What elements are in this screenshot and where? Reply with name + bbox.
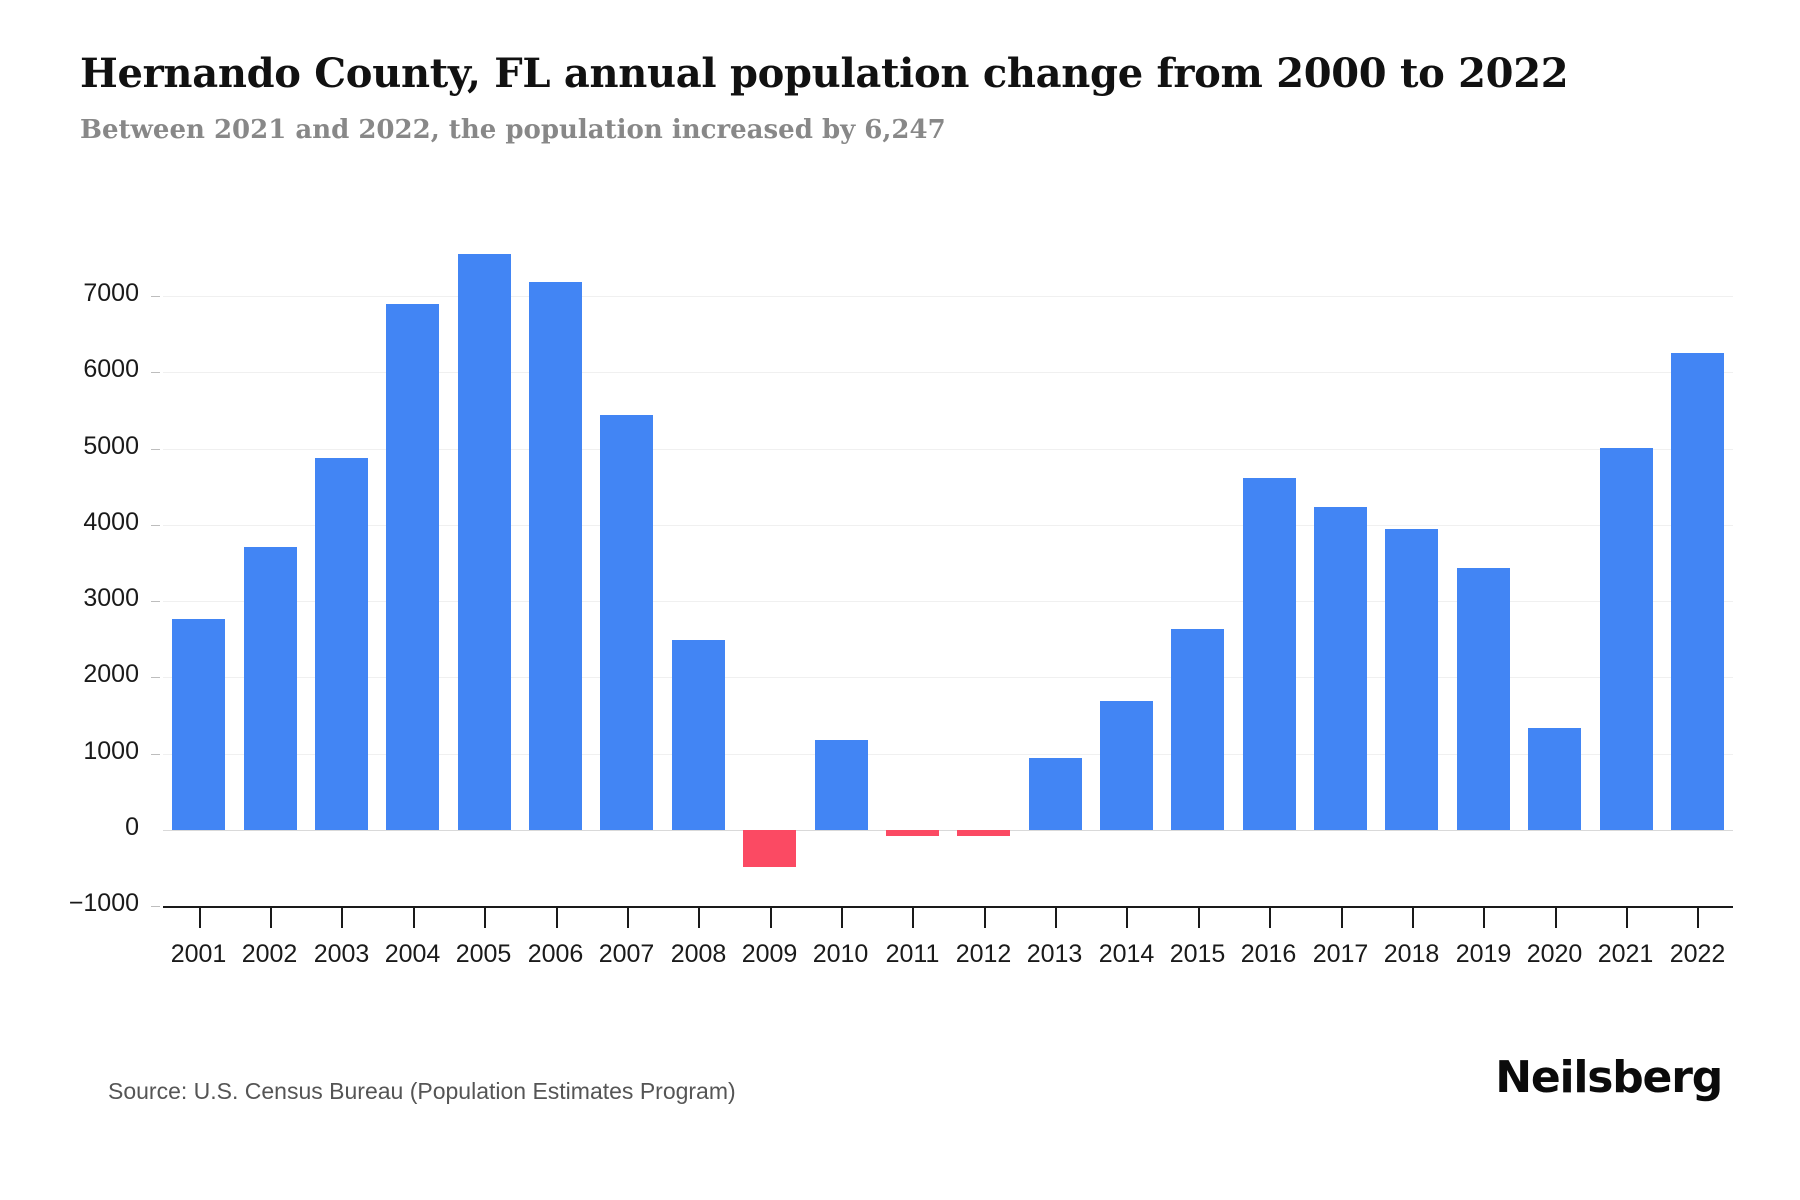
y-axis-tick-label: 3000 <box>83 584 139 613</box>
bar-2002[interactable] <box>244 547 297 830</box>
bar-2001[interactable] <box>172 619 225 830</box>
x-axis-tick <box>627 906 629 928</box>
x-axis-tick-label: 2019 <box>1455 940 1512 968</box>
x-axis-tick <box>1126 906 1128 928</box>
bar-2019[interactable] <box>1457 568 1510 830</box>
y-axis-tick <box>151 754 160 755</box>
x-axis-tick <box>270 906 272 928</box>
x-axis-tick-label: 2010 <box>812 940 869 968</box>
x-axis-tick <box>341 906 343 928</box>
gridline <box>163 677 1733 678</box>
x-axis-tick <box>199 906 201 928</box>
chart-subtitle: Between 2021 and 2022, the population in… <box>80 115 946 146</box>
gridline <box>163 449 1733 450</box>
page-title: Hernando County, FL annual population ch… <box>80 50 1569 97</box>
x-axis-tick-label: 2006 <box>527 940 584 968</box>
x-axis-tick <box>1626 906 1628 928</box>
x-axis-tick-label: 2003 <box>313 940 370 968</box>
bar-2009[interactable] <box>743 830 796 867</box>
x-axis-tick-label: 2009 <box>741 940 798 968</box>
x-axis-tick <box>1697 906 1699 928</box>
y-axis-tick <box>151 296 160 297</box>
x-axis-tick-label: 2022 <box>1669 940 1726 968</box>
gridline <box>163 525 1733 526</box>
bar-2006[interactable] <box>529 282 582 830</box>
y-axis-tick-label: 2000 <box>83 660 139 689</box>
brand-logo: Neilsberg <box>1495 1052 1723 1103</box>
y-axis-tick <box>151 677 160 678</box>
x-axis-tick-label: 2008 <box>670 940 727 968</box>
x-axis-tick-label: 2016 <box>1240 940 1297 968</box>
x-axis-tick-label: 2020 <box>1526 940 1583 968</box>
bar-2012[interactable] <box>957 830 1010 836</box>
bar-2013[interactable] <box>1029 758 1082 830</box>
x-axis-tick <box>413 906 415 928</box>
x-axis-tick <box>698 906 700 928</box>
x-axis-tick <box>1269 906 1271 928</box>
bar-2014[interactable] <box>1100 701 1153 830</box>
bar-2011[interactable] <box>886 830 939 836</box>
x-axis-tick-label: 2014 <box>1098 940 1155 968</box>
bar-2018[interactable] <box>1385 529 1438 830</box>
x-axis-tick-label: 2004 <box>384 940 441 968</box>
x-axis-tick <box>1341 906 1343 928</box>
bar-2021[interactable] <box>1600 448 1653 830</box>
bar-2007[interactable] <box>600 415 653 830</box>
x-axis-tick-label: 2021 <box>1597 940 1654 968</box>
x-axis-tick <box>1412 906 1414 928</box>
gridline <box>163 372 1733 373</box>
y-axis-tick <box>151 372 160 373</box>
source-note: Source: U.S. Census Bureau (Population E… <box>108 1078 736 1104</box>
y-axis-tick-label: 5000 <box>83 431 139 460</box>
gridline <box>163 296 1733 297</box>
y-axis-tick <box>151 601 160 602</box>
gridline <box>163 830 1733 831</box>
x-axis-tick-label: 2007 <box>598 940 655 968</box>
y-axis-tick-label: 0 <box>125 813 139 841</box>
chart-header: Hernando County, FL annual population ch… <box>80 50 1720 146</box>
x-axis-tick-label: 2018 <box>1383 940 1440 968</box>
bar-2010[interactable] <box>815 740 868 830</box>
gridline <box>163 754 1733 755</box>
x-axis-tick-label: 2015 <box>1169 940 1226 968</box>
y-axis-tick <box>151 525 160 526</box>
x-axis-tick-label: 2001 <box>170 940 227 968</box>
x-axis-tick <box>841 906 843 928</box>
x-axis-tick <box>1483 906 1485 928</box>
x-axis-tick-label: 2005 <box>455 940 512 968</box>
bar-2005[interactable] <box>458 254 511 830</box>
gridline <box>163 601 1733 602</box>
x-axis-tick <box>912 906 914 928</box>
x-axis-tick-label: 2002 <box>241 940 298 968</box>
bar-2020[interactable] <box>1528 728 1581 830</box>
y-axis-tick-label: −1000 <box>68 889 139 918</box>
x-axis-tick <box>556 906 558 928</box>
x-axis-tick-label: 2013 <box>1026 940 1083 968</box>
x-axis-tick <box>484 906 486 928</box>
bar-2008[interactable] <box>672 640 725 830</box>
y-axis-tick-label: 1000 <box>83 736 139 765</box>
y-axis-tick-label: 7000 <box>83 279 139 307</box>
x-axis-tick <box>1198 906 1200 928</box>
x-axis-tick-label: 2011 <box>885 940 940 968</box>
x-axis-line <box>163 906 1733 908</box>
x-axis-tick-label: 2012 <box>955 940 1012 968</box>
x-axis-tick <box>770 906 772 928</box>
bar-2003[interactable] <box>315 458 368 830</box>
x-axis-tick <box>984 906 986 928</box>
bar-2016[interactable] <box>1243 478 1296 830</box>
x-axis-tick-label: 2017 <box>1312 940 1369 968</box>
y-axis-tick <box>151 449 160 450</box>
x-axis-tick <box>1055 906 1057 928</box>
y-axis-tick-label: 6000 <box>83 355 139 384</box>
bar-2015[interactable] <box>1171 629 1224 830</box>
bar-2004[interactable] <box>386 304 439 830</box>
y-axis-tick <box>151 906 160 907</box>
y-axis-tick-label: 4000 <box>83 507 139 536</box>
bar-2022[interactable] <box>1671 353 1724 830</box>
x-axis-tick <box>1555 906 1557 928</box>
bar-2017[interactable] <box>1314 507 1367 830</box>
